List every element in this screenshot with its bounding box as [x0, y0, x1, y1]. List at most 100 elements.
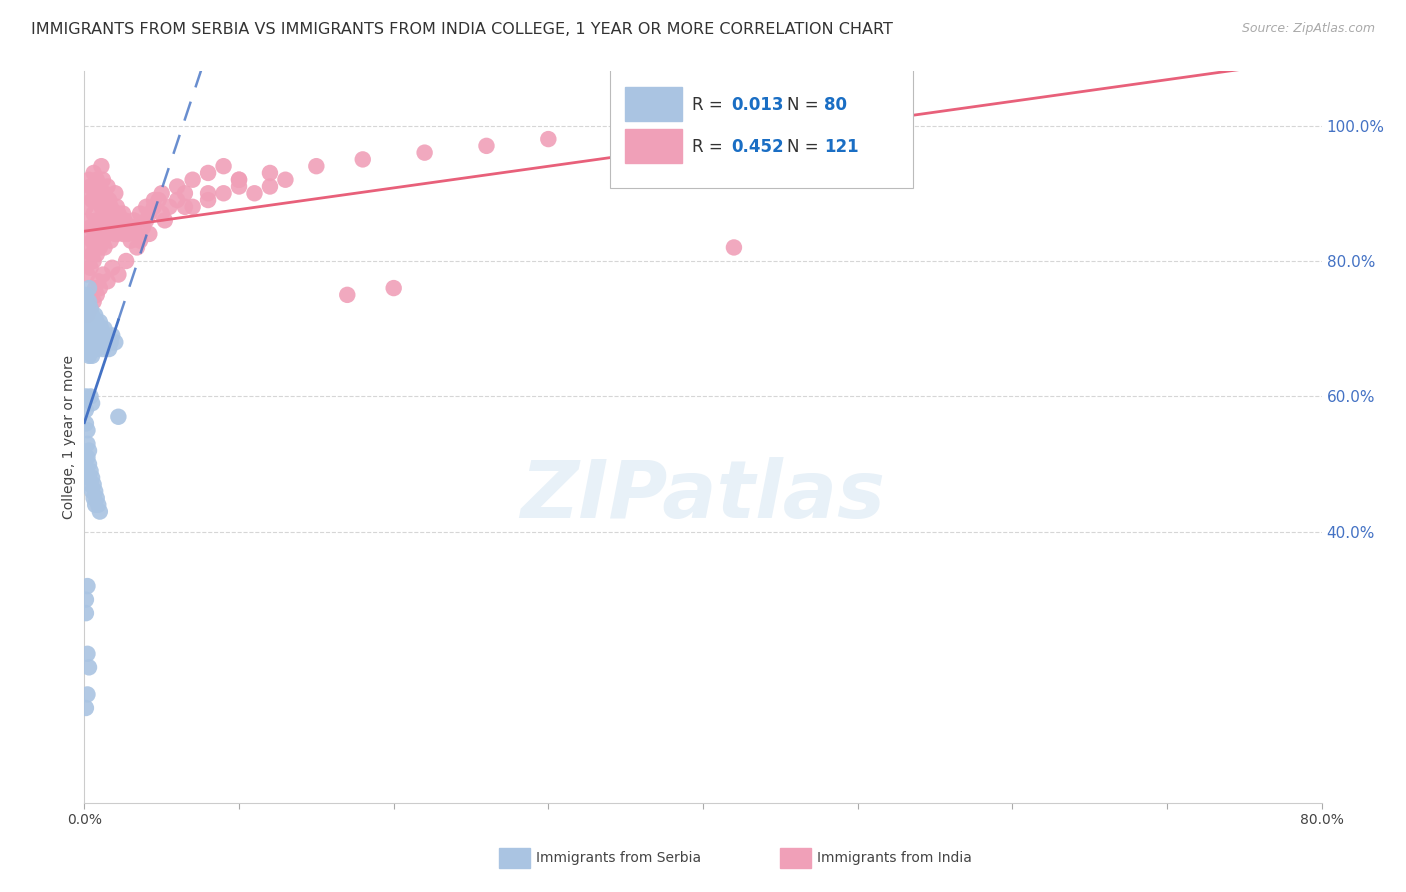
Point [100, 335, 122, 350]
Point [120, 234, 142, 248]
Point [82, 234, 104, 248]
Point [382, 281, 405, 295]
Point [79, 389, 101, 403]
Point [84, 186, 107, 201]
Point [228, 179, 250, 194]
Point [129, 206, 152, 220]
Y-axis label: College, 1 year or more: College, 1 year or more [62, 355, 76, 519]
Point [96, 179, 118, 194]
Point [77, 294, 100, 309]
Point [197, 186, 219, 201]
Point [87, 274, 110, 288]
Point [104, 335, 127, 350]
Point [76, 186, 98, 201]
Point [94, 328, 117, 343]
Point [83, 166, 105, 180]
Point [87, 234, 110, 248]
Point [86, 172, 108, 186]
Point [75, 389, 97, 403]
Point [82, 322, 104, 336]
Point [76, 322, 98, 336]
Point [83, 206, 105, 220]
Point [75, 294, 97, 309]
Point [723, 240, 745, 254]
Point [75, 308, 97, 322]
Point [96, 227, 118, 241]
FancyBboxPatch shape [626, 129, 682, 163]
Point [153, 213, 176, 227]
Point [614, 125, 637, 139]
Point [87, 322, 110, 336]
Point [105, 200, 128, 214]
Point [96, 274, 118, 288]
Text: R =: R = [692, 137, 728, 156]
Point [89, 281, 111, 295]
Point [138, 227, 160, 241]
Text: ZIPatlas: ZIPatlas [520, 457, 886, 534]
Point [143, 193, 166, 207]
FancyBboxPatch shape [610, 68, 914, 188]
Text: Immigrants from Serbia: Immigrants from Serbia [536, 851, 700, 865]
Point [75, 592, 97, 607]
Point [87, 220, 110, 235]
Point [84, 308, 107, 322]
Point [166, 193, 188, 207]
Point [84, 498, 107, 512]
Point [83, 315, 105, 329]
Point [86, 288, 108, 302]
Point [101, 260, 124, 275]
Point [336, 288, 359, 302]
Point [89, 234, 111, 248]
Point [77, 281, 100, 295]
Point [104, 227, 127, 241]
Point [212, 186, 235, 201]
Point [76, 437, 98, 451]
Point [91, 268, 114, 282]
Point [212, 159, 235, 173]
Point [100, 234, 122, 248]
Point [148, 193, 170, 207]
Text: Source: ZipAtlas.com: Source: ZipAtlas.com [1241, 22, 1375, 36]
Point [79, 179, 101, 194]
Point [259, 166, 281, 180]
Point [305, 159, 328, 173]
Point [77, 335, 100, 350]
Point [77, 213, 100, 227]
Point [138, 206, 160, 220]
Point [82, 193, 104, 207]
Text: 80: 80 [824, 96, 848, 114]
Point [87, 335, 110, 350]
Point [75, 240, 97, 254]
Point [84, 281, 107, 295]
Point [83, 328, 105, 343]
Point [86, 342, 108, 356]
Point [82, 349, 104, 363]
Point [90, 335, 112, 350]
Point [87, 498, 110, 512]
Point [91, 328, 114, 343]
Point [107, 409, 129, 424]
Point [77, 471, 100, 485]
Point [76, 315, 98, 329]
Point [75, 606, 97, 620]
Point [79, 315, 101, 329]
Point [76, 308, 98, 322]
Point [103, 213, 125, 227]
Point [150, 206, 173, 220]
Text: 121: 121 [824, 137, 859, 156]
Point [89, 315, 111, 329]
Point [129, 234, 152, 248]
Point [82, 396, 104, 410]
Point [352, 153, 374, 167]
Point [537, 132, 560, 146]
Point [87, 179, 110, 194]
Point [84, 227, 107, 241]
Point [82, 335, 104, 350]
Point [84, 322, 107, 336]
Point [86, 213, 108, 227]
Text: IMMIGRANTS FROM SERBIA VS IMMIGRANTS FROM INDIA COLLEGE, 1 YEAR OR MORE CORRELAT: IMMIGRANTS FROM SERBIA VS IMMIGRANTS FRO… [31, 22, 893, 37]
Point [98, 342, 121, 356]
Text: R =: R = [692, 96, 728, 114]
Point [77, 172, 100, 186]
Point [93, 186, 115, 201]
